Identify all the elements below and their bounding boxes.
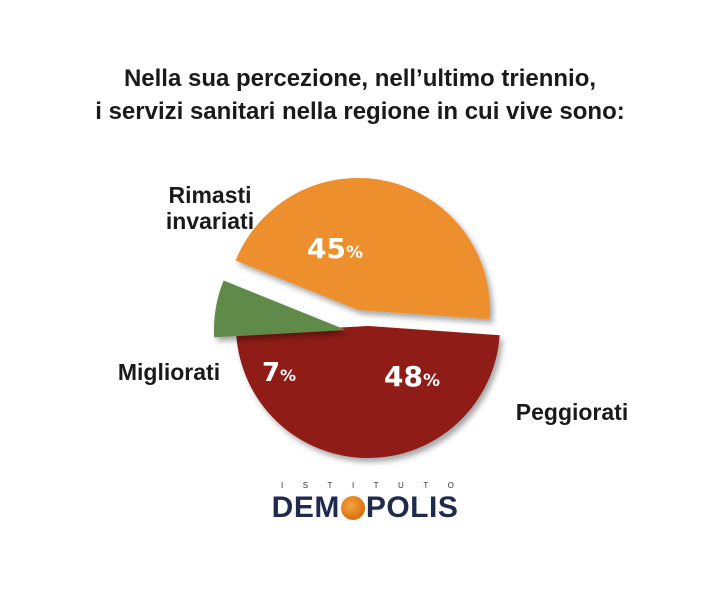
pie-slice-peggiorati	[236, 326, 500, 459]
pie-slice-rimasti-invariati	[235, 177, 491, 320]
logo-wordmark: DEMOPOLIS	[262, 492, 468, 524]
pie-category-label: Peggiorati	[516, 399, 628, 425]
pie-category-label: Rimasti invariati	[166, 182, 254, 234]
chart-title-line-1: Nella sua percezione, nell’ultimo trienn…	[123, 65, 597, 92]
pie-slice-migliorati	[214, 280, 346, 338]
pie-category-label: Migliorati	[118, 359, 220, 385]
chart-title-line-2: i servizi sanitari nella regione in cui …	[95, 98, 625, 125]
logo-istituto-text: ISTITUTO	[281, 481, 474, 490]
logo-wordmark-end: POLIS	[365, 491, 459, 524]
logo-wordmark-start: DEM	[271, 491, 340, 524]
logo-orange-o: O	[340, 496, 365, 520]
pie-value-label: 7%	[262, 358, 296, 388]
pie-value-label: 48%	[384, 360, 440, 393]
pie-value-label: 45%	[307, 232, 363, 265]
chart-title: Nella sua percezione, nell’ultimo trienn…	[0, 62, 720, 128]
demopolis-logo: ISTITUTO DEMOPOLIS	[262, 480, 468, 524]
